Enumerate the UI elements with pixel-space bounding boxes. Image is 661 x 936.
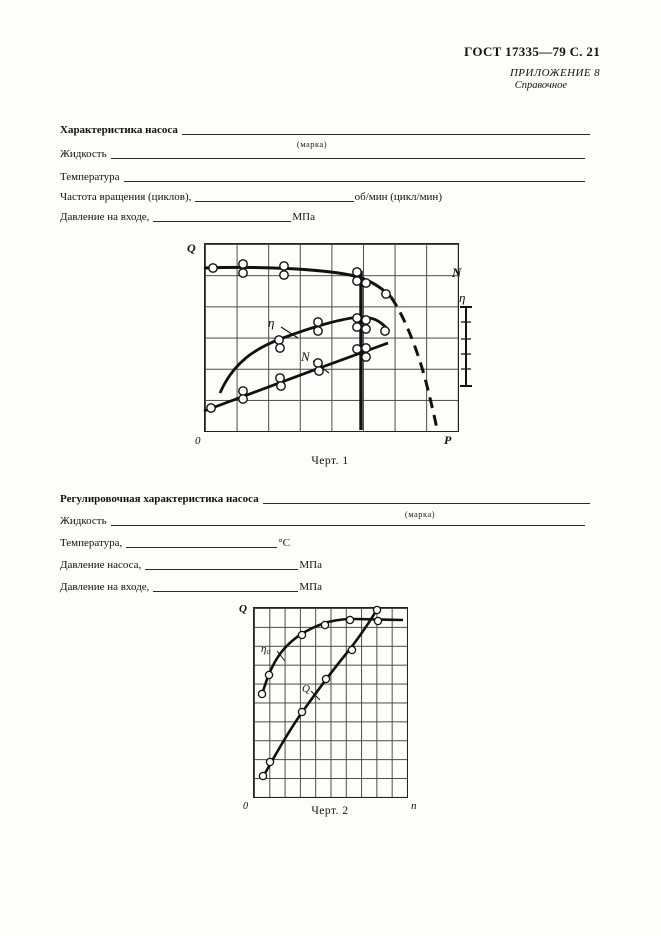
q2-curve	[261, 607, 380, 778]
eta-o-label-leader	[276, 650, 286, 662]
form1-liquid-blank	[110, 146, 585, 159]
form2-inlet-pressure-unit: МПа	[299, 581, 322, 593]
form2-liquid-label: Жидкость	[60, 515, 107, 527]
form2-inlet-pressure-row: Давление на входе, МПа	[60, 577, 322, 593]
q-curve-dashed	[389, 296, 439, 430]
chart2-canvas: Q 0 n ηо Q	[239, 603, 417, 812]
n-curve-points	[206, 343, 371, 413]
appendix-note: Справочное	[514, 80, 567, 91]
form2-temperature-label: Температура,	[60, 537, 123, 549]
form1-brand-hint: (марка)	[296, 139, 328, 149]
form2-temperature-blank	[126, 535, 278, 548]
form1-temperature-row: Температура	[60, 167, 585, 183]
form1-title-blank	[181, 122, 590, 135]
form1-temperature-blank	[123, 169, 585, 182]
eta-o-curve	[260, 617, 404, 696]
eta-curve-points	[274, 313, 390, 353]
q-curve-points	[208, 259, 391, 299]
form2-inlet-pressure-blank	[153, 579, 299, 592]
form2-liquid-row: Жидкость	[60, 511, 585, 527]
form2-title: Регулировочная характеристика насоса	[60, 493, 259, 505]
form1-liquid-row: Жидкость	[60, 144, 585, 160]
eta-label-leader	[280, 326, 299, 339]
form1-speed-unit: об/мин (цикл/мин)	[354, 191, 442, 203]
eta-o-curve-points	[257, 615, 383, 699]
chart1-caption: Черт. 1	[311, 455, 349, 467]
form2-brand-hint: (марка)	[404, 509, 436, 519]
form1-title-row: Характеристика насоса	[60, 120, 590, 136]
form1-speed-row: Частота вращения (циклов), об/мин (цикл/…	[60, 187, 442, 203]
form1-speed-label: Частота вращения (циклов),	[60, 191, 192, 203]
form2-pump-pressure-blank	[145, 557, 299, 570]
form1-speed-blank	[195, 189, 354, 202]
form1-temperature-label: Температура	[60, 171, 120, 183]
q2-curve-points	[258, 605, 382, 781]
form1-inlet-pressure-label: Давление на входе,	[60, 211, 150, 223]
q2-label-leader	[310, 690, 321, 701]
eta-scale-bar	[460, 306, 472, 387]
chart2-grid	[253, 607, 408, 798]
appendix-title: ПРИЛОЖЕНИЕ 8	[509, 67, 600, 79]
form2-pump-pressure-row: Давление насоса, МПа	[60, 555, 322, 571]
chart2-x-axis-label: n	[411, 800, 417, 812]
form2-title-blank	[262, 491, 590, 504]
chart1-right-eta-label: η	[459, 290, 465, 305]
n-curve-label: N	[300, 349, 311, 364]
chart2-y-axis-label: Q	[239, 603, 247, 615]
form1-liquid-label: Жидкость	[60, 148, 107, 160]
chart1-x-axis-label: P	[444, 433, 452, 447]
form2-title-row: Регулировочная характеристика насоса	[60, 489, 590, 505]
q2-curve-label: Q	[302, 683, 310, 695]
form1-inlet-pressure-unit: МПа	[292, 211, 315, 223]
page-header: ГОСТ 17335—79 С. 21	[464, 44, 600, 59]
form2-pump-pressure-label: Давление насоса,	[60, 559, 142, 571]
chart2-origin-label: 0	[243, 801, 248, 812]
chart1-right-n-label: N	[451, 265, 462, 280]
eta-curve-label: η	[268, 315, 274, 330]
form2-inlet-pressure-label: Давление на входе,	[60, 581, 150, 593]
chart1-y-axis-label: Q	[187, 241, 196, 255]
form2-liquid-blank	[110, 513, 585, 526]
chart1-canvas: Q 0 P N η η N	[187, 241, 472, 447]
form2-pump-pressure-unit: МПа	[299, 559, 322, 571]
chart2-caption: Черт. 2	[311, 805, 349, 817]
form2-temperature-row: Температура, °С	[60, 533, 290, 549]
form2-temperature-unit: °С	[278, 537, 290, 549]
eta-o-curve-label: ηо	[261, 643, 270, 656]
form1-inlet-pressure-blank	[153, 209, 292, 222]
form1-inlet-pressure-row: Давление на входе, МПа	[60, 207, 315, 223]
chart1-origin-label: 0	[195, 435, 201, 447]
form1-title: Характеристика насоса	[60, 124, 178, 136]
